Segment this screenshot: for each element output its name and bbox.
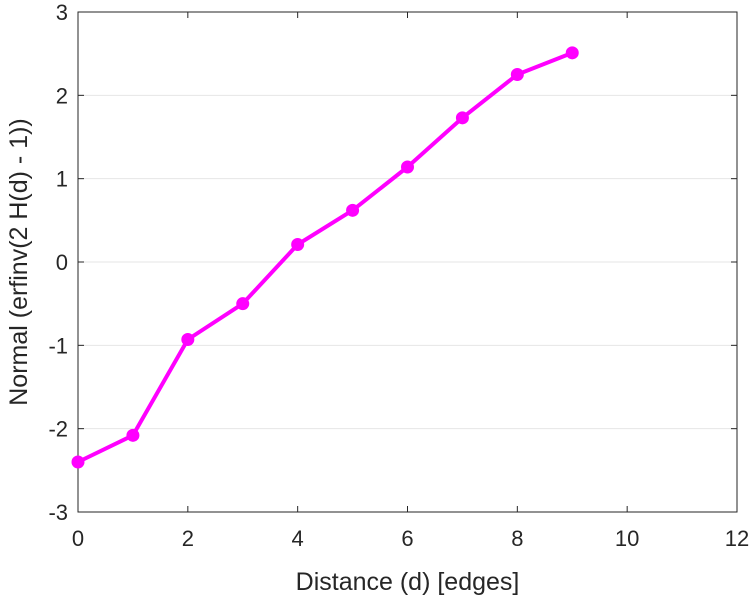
data-point	[401, 160, 414, 174]
y-axis-title: Normal (erfinv(2 H(d) - 1))	[5, 118, 33, 406]
x-tick-label: 8	[511, 526, 523, 551]
x-tick-label: 4	[292, 526, 304, 551]
series-line	[77, 50, 573, 464]
data-point	[236, 297, 250, 311]
data-point	[455, 111, 469, 125]
x-tick-label: 6	[401, 526, 413, 551]
x-tick-label: 10	[615, 526, 639, 551]
data-point	[181, 333, 195, 346]
y-tick-label: -1	[48, 333, 68, 358]
y-tick-label: 3	[56, 0, 68, 25]
data-point	[565, 46, 579, 60]
data-point	[346, 203, 360, 217]
data-point	[510, 68, 524, 81]
y-tick-label: -3	[48, 500, 68, 525]
x-tick-label: 2	[182, 526, 194, 551]
data-point	[291, 238, 305, 251]
x-tick-label: 12	[725, 526, 749, 551]
data-point	[71, 455, 85, 469]
series-group	[71, 46, 579, 469]
data-point	[126, 428, 140, 442]
y-tick-label: 1	[56, 167, 68, 192]
y-tick-label: -2	[48, 417, 68, 442]
y-tick-label: 2	[56, 83, 68, 108]
y-tick-label: 0	[56, 250, 68, 275]
x-tick-label: 0	[72, 526, 84, 551]
x-axis-title: Distance (d) [edges]	[296, 568, 520, 596]
